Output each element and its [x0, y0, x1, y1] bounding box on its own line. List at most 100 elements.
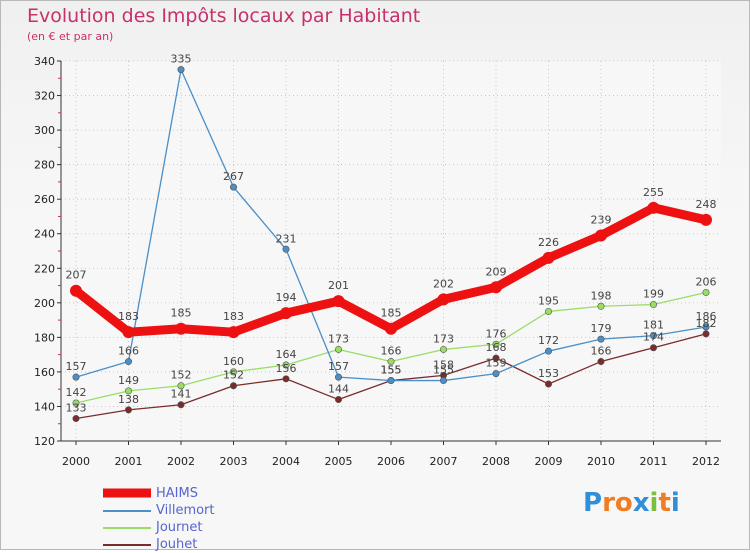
data-point-jouhet: [282, 375, 290, 383]
data-label-villemort: 231: [276, 232, 297, 245]
data-point-journet: [72, 399, 80, 407]
x-tick-label: 2011: [640, 455, 668, 468]
data-label-jouhet: 158: [433, 358, 454, 371]
data-label-jouhet: 168: [486, 341, 507, 354]
data-label-haims: 255: [643, 186, 664, 199]
logo-letter: i: [670, 488, 680, 518]
data-point-journet: [387, 358, 395, 366]
data-point-journet: [544, 307, 552, 315]
data-label-jouhet: 166: [591, 345, 612, 358]
data-point-journet: [439, 345, 447, 353]
x-tick-label: 2005: [325, 455, 353, 468]
chart-subtitle: (en € et par an): [27, 30, 114, 43]
data-label-journet: 206: [696, 275, 717, 288]
y-tick-label: 340: [34, 55, 55, 68]
y-tick-label: 240: [34, 228, 55, 241]
x-tick-label: 2001: [115, 455, 143, 468]
data-point-villemort: [387, 377, 395, 385]
x-tick-label: 2002: [167, 455, 195, 468]
logo-letter: o: [614, 488, 633, 518]
data-label-villemort: 159: [486, 357, 507, 370]
x-tick-label: 2006: [377, 455, 405, 468]
data-label-jouhet: 138: [118, 393, 139, 406]
y-tick-label: 320: [34, 90, 55, 103]
data-label-haims: 248: [696, 198, 717, 211]
data-point-jouhet: [230, 382, 238, 390]
data-point-jouhet: [492, 354, 500, 362]
data-label-haims: 185: [381, 307, 402, 320]
legend-label: Journet: [156, 520, 203, 535]
data-label-journet: 164: [276, 348, 297, 361]
data-point-haims: [122, 326, 135, 339]
data-point-jouhet: [72, 415, 80, 423]
legend-label: Jouhet: [156, 537, 198, 552]
data-label-villemort: 179: [591, 322, 612, 335]
data-label-journet: 173: [328, 332, 349, 345]
data-point-villemort: [649, 332, 657, 340]
data-label-villemort: 155: [433, 364, 454, 377]
data-point-villemort: [72, 373, 80, 381]
data-label-journet: 173: [433, 332, 454, 345]
data-label-jouhet: 155: [381, 364, 402, 377]
data-label-jouhet: 133: [66, 402, 87, 415]
data-point-journet: [702, 288, 710, 296]
legend-label: HAIMS: [156, 486, 198, 501]
data-label-villemort: 335: [171, 53, 192, 66]
x-tick-label: 2004: [272, 455, 300, 468]
y-tick-label: 260: [34, 193, 55, 206]
data-label-haims: 226: [538, 236, 559, 249]
y-tick-label: 220: [34, 262, 55, 275]
data-point-haims: [595, 229, 607, 242]
data-point-haims: [280, 307, 292, 320]
data-point-jouhet: [649, 344, 657, 352]
chart-title: Evolution des Impôts locaux par Habitant: [27, 5, 421, 27]
data-label-jouhet: 141: [171, 388, 192, 401]
data-point-haims: [700, 213, 712, 226]
logo-letter: t: [658, 488, 671, 518]
data-label-haims: 185: [171, 307, 192, 320]
data-label-jouhet: 174: [643, 331, 664, 344]
data-point-villemort: [544, 347, 552, 355]
data-label-villemort: 157: [328, 360, 349, 373]
data-label-villemort: 157: [66, 360, 87, 373]
y-tick-label: 140: [34, 400, 55, 413]
data-point-journet: [649, 301, 657, 309]
data-point-jouhet: [597, 358, 605, 366]
data-point-haims: [437, 293, 450, 306]
logo-letter: P: [583, 488, 603, 518]
x-tick-label: 2000: [62, 455, 90, 468]
data-label-journet: 160: [223, 355, 244, 368]
data-label-jouhet: 182: [696, 317, 717, 330]
y-tick-label: 120: [34, 435, 55, 448]
x-tick-label: 2003: [220, 455, 248, 468]
data-point-journet: [492, 340, 500, 348]
data-label-jouhet: 152: [223, 369, 244, 382]
data-label-journet: 166: [381, 345, 402, 358]
x-tick-label: 2012: [692, 455, 720, 468]
data-label-haims: 183: [118, 310, 139, 323]
data-point-haims: [542, 251, 555, 264]
y-tick-label: 300: [34, 124, 55, 137]
data-label-villemort: 166: [118, 345, 139, 358]
data-label-haims: 183: [223, 310, 244, 323]
x-tick-label: 2009: [535, 455, 563, 468]
y-tick-label: 160: [34, 366, 55, 379]
y-tick-label: 280: [34, 159, 55, 172]
data-point-journet: [282, 361, 290, 369]
proxiti-logo: Proxiti: [583, 488, 680, 518]
data-point-haims: [385, 322, 397, 335]
data-label-haims: 207: [66, 269, 87, 282]
data-point-villemort: [334, 373, 342, 381]
data-point-haims: [490, 281, 502, 294]
logo-letter: x: [632, 488, 650, 518]
data-point-villemort: [597, 335, 605, 343]
data-point-jouhet: [334, 396, 342, 404]
data-label-jouhet: 153: [538, 367, 559, 380]
data-point-journet: [334, 345, 342, 353]
x-tick-label: 2010: [587, 455, 615, 468]
y-tick-label: 180: [34, 331, 55, 344]
data-label-villemort: 186: [696, 310, 717, 323]
data-point-journet: [177, 382, 185, 390]
data-point-haims: [175, 322, 187, 335]
